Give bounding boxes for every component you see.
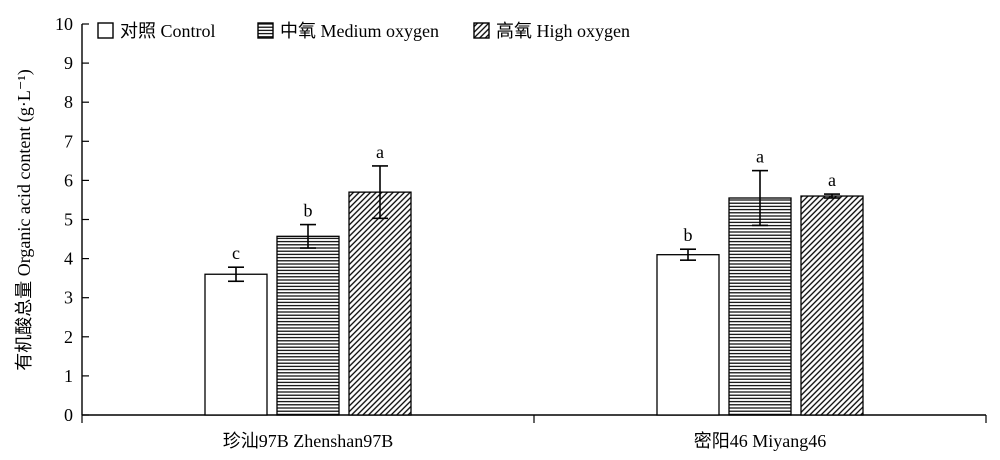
significance-letter: a	[756, 147, 764, 167]
y-tick-label: 6	[64, 170, 73, 190]
legend-swatch	[97, 22, 114, 39]
significance-letter: a	[828, 170, 836, 190]
y-tick-label: 3	[64, 288, 73, 308]
y-tick-label: 9	[64, 53, 73, 73]
y-tick-label: 8	[64, 92, 73, 112]
y-tick-label: 5	[64, 210, 73, 230]
legend-swatch	[257, 22, 274, 39]
bar	[204, 273, 268, 416]
bars: c b a 珍汕97B Zhenshan97B b a a 密阳46 Miyang46	[204, 142, 864, 451]
bar	[276, 235, 340, 416]
bar	[728, 197, 792, 416]
bar	[656, 254, 720, 416]
significance-letter: b	[304, 201, 313, 221]
y-tick-label: 0	[64, 405, 73, 425]
y-tick-label: 4	[64, 249, 73, 269]
legend-label: 对照 Control	[120, 21, 216, 41]
significance-letter: b	[684, 225, 693, 245]
legend-label: 高氧 High oxygen	[496, 21, 630, 41]
bar	[800, 195, 864, 416]
bar	[348, 191, 412, 416]
x-category-label: 珍汕97B Zhenshan97B	[223, 431, 394, 451]
y-tick-label: 1	[64, 366, 73, 386]
legend-swatch	[473, 22, 490, 39]
significance-letter: c	[232, 243, 240, 263]
y-tick-label: 7	[64, 131, 73, 151]
x-category-label: 密阳46 Miyang46	[694, 431, 827, 451]
y-tick-label: 2	[64, 327, 73, 347]
legend-label: 中氧 Medium oxygen	[280, 21, 439, 41]
y-tick-label: 10	[55, 14, 73, 34]
significance-letter: a	[376, 142, 384, 162]
y-axis-label: 有机酸总量 Organic acid content (g·L⁻¹)	[14, 69, 35, 370]
legend: 对照 Control 中氧 Medium oxygen 高氧 High oxygen	[97, 21, 630, 41]
